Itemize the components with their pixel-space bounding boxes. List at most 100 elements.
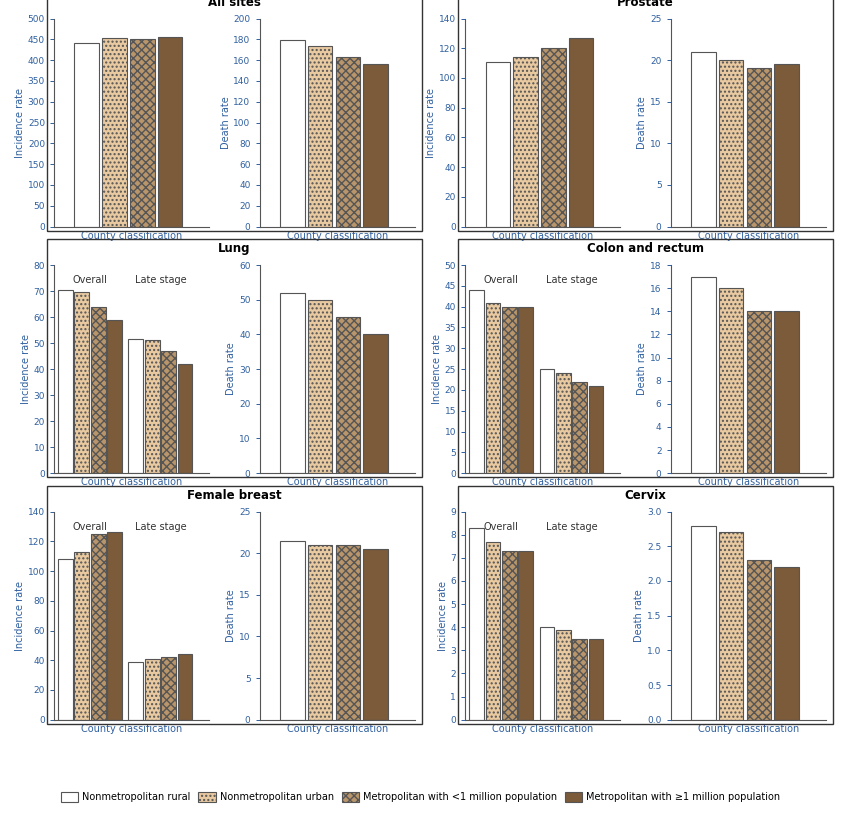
Bar bbox=[161, 657, 176, 720]
Bar bbox=[363, 335, 388, 473]
Bar bbox=[502, 307, 516, 473]
Y-axis label: Incidence rate: Incidence rate bbox=[431, 334, 442, 404]
Y-axis label: Incidence rate: Incidence rate bbox=[21, 334, 31, 404]
Bar bbox=[485, 62, 510, 226]
Bar bbox=[691, 277, 716, 473]
Bar bbox=[158, 37, 182, 226]
Text: Overall: Overall bbox=[484, 522, 519, 532]
Bar bbox=[129, 662, 143, 720]
X-axis label: County classification: County classification bbox=[81, 477, 182, 488]
Bar bbox=[107, 320, 122, 473]
Legend: Nonmetropolitan rural, Nonmetropolitan urban, Metropolitan with <1 million popul: Nonmetropolitan rural, Nonmetropolitan u… bbox=[58, 790, 783, 805]
Bar bbox=[308, 46, 332, 226]
Bar bbox=[75, 292, 89, 473]
Bar bbox=[540, 369, 554, 473]
Bar bbox=[775, 567, 799, 720]
Y-axis label: Death rate: Death rate bbox=[226, 343, 236, 396]
Bar bbox=[541, 48, 566, 226]
Bar bbox=[103, 38, 127, 226]
Y-axis label: Death rate: Death rate bbox=[637, 96, 648, 149]
Bar bbox=[719, 60, 743, 226]
Bar bbox=[91, 307, 106, 473]
X-axis label: County classification: County classification bbox=[81, 230, 182, 241]
Bar bbox=[775, 64, 799, 226]
Bar bbox=[177, 654, 193, 720]
X-axis label: County classification: County classification bbox=[698, 724, 799, 734]
Text: Overall: Overall bbox=[484, 275, 519, 286]
Bar bbox=[775, 311, 799, 473]
Bar bbox=[556, 629, 570, 720]
Bar bbox=[469, 290, 484, 473]
Text: Late stage: Late stage bbox=[546, 275, 597, 286]
Text: Cervix: Cervix bbox=[625, 489, 667, 502]
Bar bbox=[518, 551, 533, 720]
Text: Lung: Lung bbox=[219, 243, 251, 256]
Bar bbox=[691, 526, 716, 720]
Bar bbox=[308, 545, 332, 720]
Y-axis label: Incidence rate: Incidence rate bbox=[437, 580, 447, 650]
Bar bbox=[145, 659, 160, 720]
Bar bbox=[569, 37, 594, 226]
Bar bbox=[691, 52, 716, 226]
Text: Late stage: Late stage bbox=[135, 275, 186, 286]
X-axis label: County classification: County classification bbox=[287, 724, 388, 734]
X-axis label: County classification: County classification bbox=[698, 230, 799, 241]
X-axis label: County classification: County classification bbox=[81, 724, 182, 734]
Text: Prostate: Prostate bbox=[617, 0, 674, 9]
X-axis label: County classification: County classification bbox=[492, 477, 594, 488]
Bar bbox=[469, 527, 484, 720]
Bar bbox=[280, 41, 304, 226]
Bar bbox=[308, 300, 332, 473]
Bar bbox=[129, 339, 143, 473]
Text: Late stage: Late stage bbox=[135, 522, 186, 532]
Y-axis label: Death rate: Death rate bbox=[226, 589, 236, 642]
Bar bbox=[747, 311, 771, 473]
Bar bbox=[363, 64, 388, 226]
Text: Female breast: Female breast bbox=[188, 489, 282, 502]
Bar bbox=[75, 552, 89, 720]
Bar bbox=[58, 290, 73, 473]
X-axis label: County classification: County classification bbox=[287, 477, 388, 488]
Bar bbox=[572, 382, 587, 473]
Bar bbox=[58, 559, 73, 720]
Bar bbox=[280, 540, 304, 720]
Bar bbox=[556, 374, 570, 473]
Bar bbox=[91, 534, 106, 720]
Bar bbox=[502, 551, 516, 720]
Bar bbox=[161, 351, 176, 473]
Bar bbox=[130, 39, 155, 226]
Y-axis label: Incidence rate: Incidence rate bbox=[15, 580, 25, 650]
Y-axis label: Incidence rate: Incidence rate bbox=[426, 88, 436, 158]
Y-axis label: Death rate: Death rate bbox=[220, 96, 230, 149]
Bar bbox=[107, 532, 122, 720]
Text: Late stage: Late stage bbox=[546, 522, 597, 532]
Bar bbox=[747, 68, 771, 226]
Y-axis label: Death rate: Death rate bbox=[634, 589, 644, 642]
Bar bbox=[363, 549, 388, 720]
Text: All sites: All sites bbox=[208, 0, 261, 9]
Bar bbox=[719, 288, 743, 473]
Bar bbox=[589, 386, 603, 473]
Y-axis label: Death rate: Death rate bbox=[637, 343, 648, 396]
Text: Overall: Overall bbox=[72, 275, 108, 286]
X-axis label: County classification: County classification bbox=[492, 230, 594, 241]
Bar bbox=[572, 639, 587, 720]
Bar bbox=[589, 639, 603, 720]
Bar bbox=[719, 532, 743, 720]
X-axis label: County classification: County classification bbox=[698, 477, 799, 488]
Text: Overall: Overall bbox=[72, 522, 108, 532]
Bar bbox=[747, 560, 771, 720]
Bar bbox=[540, 628, 554, 720]
Bar bbox=[280, 293, 304, 473]
Bar bbox=[336, 317, 360, 473]
Bar bbox=[75, 43, 99, 226]
Bar bbox=[145, 340, 160, 473]
Bar bbox=[485, 303, 500, 473]
Bar bbox=[518, 307, 533, 473]
Text: Colon and rectum: Colon and rectum bbox=[587, 243, 704, 256]
Bar bbox=[485, 541, 500, 720]
Bar bbox=[177, 364, 193, 473]
Bar bbox=[336, 545, 360, 720]
X-axis label: County classification: County classification bbox=[287, 230, 388, 241]
Y-axis label: Incidence rate: Incidence rate bbox=[15, 88, 25, 158]
